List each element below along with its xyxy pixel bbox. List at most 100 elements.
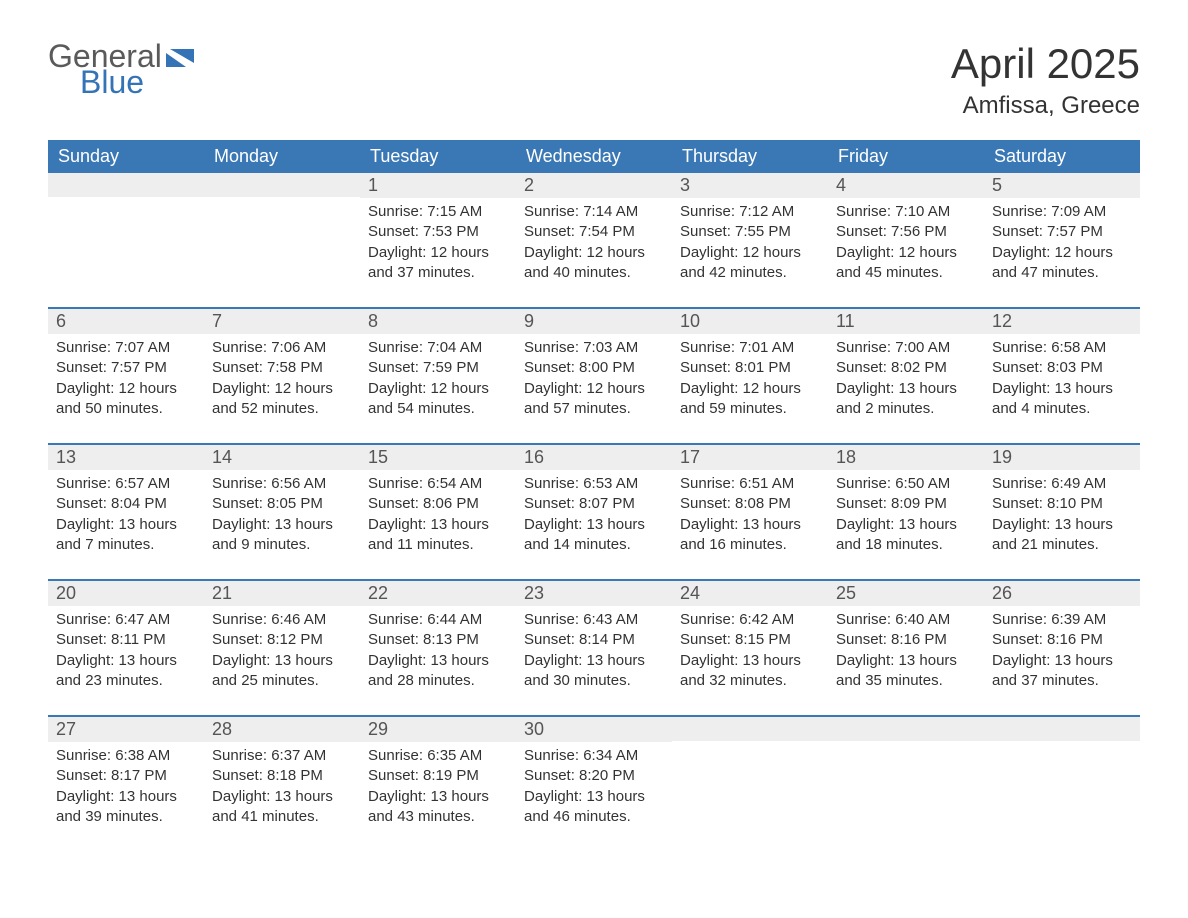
day-cell: 14Sunrise: 6:56 AMSunset: 8:05 PMDayligh… [204,444,360,580]
daylight-text-2: and 46 minutes. [524,807,664,827]
daylight-text-2: and 35 minutes. [836,671,976,691]
sunrise-text: Sunrise: 6:37 AM [212,746,352,766]
day-cell: 26Sunrise: 6:39 AMSunset: 8:16 PMDayligh… [984,580,1140,716]
daylight-text-2: and 14 minutes. [524,535,664,555]
day-cell [828,716,984,851]
daylight-text-1: Daylight: 13 hours [56,651,196,671]
daylight-text-2: and 23 minutes. [56,671,196,691]
day-cell [984,716,1140,851]
sunset-text: Sunset: 7:59 PM [368,358,508,378]
daylight-text-1: Daylight: 12 hours [836,243,976,263]
daylight-text-2: and 37 minutes. [992,671,1132,691]
daylight-text-2: and 59 minutes. [680,399,820,419]
daylight-text-1: Daylight: 12 hours [680,379,820,399]
day-cell: 2Sunrise: 7:14 AMSunset: 7:54 PMDaylight… [516,173,672,308]
day-cell: 4Sunrise: 7:10 AMSunset: 7:56 PMDaylight… [828,173,984,308]
day-number: 15 [360,445,516,470]
sunrise-text: Sunrise: 6:51 AM [680,474,820,494]
daylight-text-2: and 52 minutes. [212,399,352,419]
daylight-text-1: Daylight: 13 hours [56,787,196,807]
daylight-text-2: and 9 minutes. [212,535,352,555]
daylight-text-2: and 7 minutes. [56,535,196,555]
day-cell: 10Sunrise: 7:01 AMSunset: 8:01 PMDayligh… [672,308,828,444]
daylight-text-1: Daylight: 12 hours [368,379,508,399]
daylight-text-1: Daylight: 12 hours [524,243,664,263]
daylight-text-2: and 21 minutes. [992,535,1132,555]
daylight-text-1: Daylight: 12 hours [680,243,820,263]
sunrise-text: Sunrise: 7:07 AM [56,338,196,358]
sunset-text: Sunset: 7:53 PM [368,222,508,242]
day-number: 10 [672,309,828,334]
sunset-text: Sunset: 8:04 PM [56,494,196,514]
day-cell: 19Sunrise: 6:49 AMSunset: 8:10 PMDayligh… [984,444,1140,580]
sunrise-text: Sunrise: 6:46 AM [212,610,352,630]
day-cell: 9Sunrise: 7:03 AMSunset: 8:00 PMDaylight… [516,308,672,444]
daylight-text-1: Daylight: 12 hours [524,379,664,399]
day-content: Sunrise: 6:53 AMSunset: 8:07 PMDaylight:… [516,470,672,579]
day-content: Sunrise: 7:06 AMSunset: 7:58 PMDaylight:… [204,334,360,443]
daylight-text-2: and 41 minutes. [212,807,352,827]
day-content: Sunrise: 6:38 AMSunset: 8:17 PMDaylight:… [48,742,204,851]
sunrise-text: Sunrise: 6:40 AM [836,610,976,630]
daylight-text-1: Daylight: 13 hours [368,651,508,671]
day-number: 9 [516,309,672,334]
sunrise-text: Sunrise: 6:54 AM [368,474,508,494]
day-cell: 22Sunrise: 6:44 AMSunset: 8:13 PMDayligh… [360,580,516,716]
day-content: Sunrise: 6:51 AMSunset: 8:08 PMDaylight:… [672,470,828,579]
daylight-text-2: and 43 minutes. [368,807,508,827]
sunset-text: Sunset: 8:10 PM [992,494,1132,514]
day-content: Sunrise: 6:47 AMSunset: 8:11 PMDaylight:… [48,606,204,715]
day-content: Sunrise: 6:56 AMSunset: 8:05 PMDaylight:… [204,470,360,579]
daylight-text-2: and 4 minutes. [992,399,1132,419]
day-number: 13 [48,445,204,470]
day-header-monday: Monday [204,140,360,173]
logo: General Blue [48,40,194,98]
daylight-text-1: Daylight: 13 hours [368,787,508,807]
daylight-text-2: and 2 minutes. [836,399,976,419]
week-row: 13Sunrise: 6:57 AMSunset: 8:04 PMDayligh… [48,444,1140,580]
day-content: Sunrise: 6:40 AMSunset: 8:16 PMDaylight:… [828,606,984,715]
daylight-text-2: and 50 minutes. [56,399,196,419]
sunset-text: Sunset: 8:03 PM [992,358,1132,378]
sunset-text: Sunset: 8:20 PM [524,766,664,786]
day-cell: 25Sunrise: 6:40 AMSunset: 8:16 PMDayligh… [828,580,984,716]
day-cell: 12Sunrise: 6:58 AMSunset: 8:03 PMDayligh… [984,308,1140,444]
day-content: Sunrise: 6:46 AMSunset: 8:12 PMDaylight:… [204,606,360,715]
day-number: 3 [672,173,828,198]
day-number: 17 [672,445,828,470]
day-content: Sunrise: 7:12 AMSunset: 7:55 PMDaylight:… [672,198,828,307]
sunrise-text: Sunrise: 7:03 AM [524,338,664,358]
week-row: 20Sunrise: 6:47 AMSunset: 8:11 PMDayligh… [48,580,1140,716]
day-number [204,173,360,197]
day-content: Sunrise: 7:15 AMSunset: 7:53 PMDaylight:… [360,198,516,307]
sunrise-text: Sunrise: 6:49 AM [992,474,1132,494]
day-number: 1 [360,173,516,198]
day-number: 29 [360,717,516,742]
daylight-text-1: Daylight: 13 hours [836,515,976,535]
day-number: 7 [204,309,360,334]
sunset-text: Sunset: 7:55 PM [680,222,820,242]
day-number: 12 [984,309,1140,334]
calendar-table: Sunday Monday Tuesday Wednesday Thursday… [48,140,1140,851]
day-number: 18 [828,445,984,470]
header: General Blue April 2025 Amfissa, Greece [48,40,1140,120]
day-number: 28 [204,717,360,742]
daylight-text-2: and 57 minutes. [524,399,664,419]
day-number [48,173,204,197]
day-content: Sunrise: 7:03 AMSunset: 8:00 PMDaylight:… [516,334,672,443]
day-cell: 16Sunrise: 6:53 AMSunset: 8:07 PMDayligh… [516,444,672,580]
sunset-text: Sunset: 8:13 PM [368,630,508,650]
day-cell: 5Sunrise: 7:09 AMSunset: 7:57 PMDaylight… [984,173,1140,308]
day-content: Sunrise: 7:04 AMSunset: 7:59 PMDaylight:… [360,334,516,443]
sunrise-text: Sunrise: 6:44 AM [368,610,508,630]
day-number [828,717,984,741]
day-cell: 1Sunrise: 7:15 AMSunset: 7:53 PMDaylight… [360,173,516,308]
sunrise-text: Sunrise: 6:42 AM [680,610,820,630]
daylight-text-2: and 42 minutes. [680,263,820,283]
sunrise-text: Sunrise: 6:39 AM [992,610,1132,630]
day-content: Sunrise: 6:50 AMSunset: 8:09 PMDaylight:… [828,470,984,579]
sunset-text: Sunset: 8:02 PM [836,358,976,378]
day-cell: 29Sunrise: 6:35 AMSunset: 8:19 PMDayligh… [360,716,516,851]
day-number: 21 [204,581,360,606]
daylight-text-1: Daylight: 13 hours [56,515,196,535]
